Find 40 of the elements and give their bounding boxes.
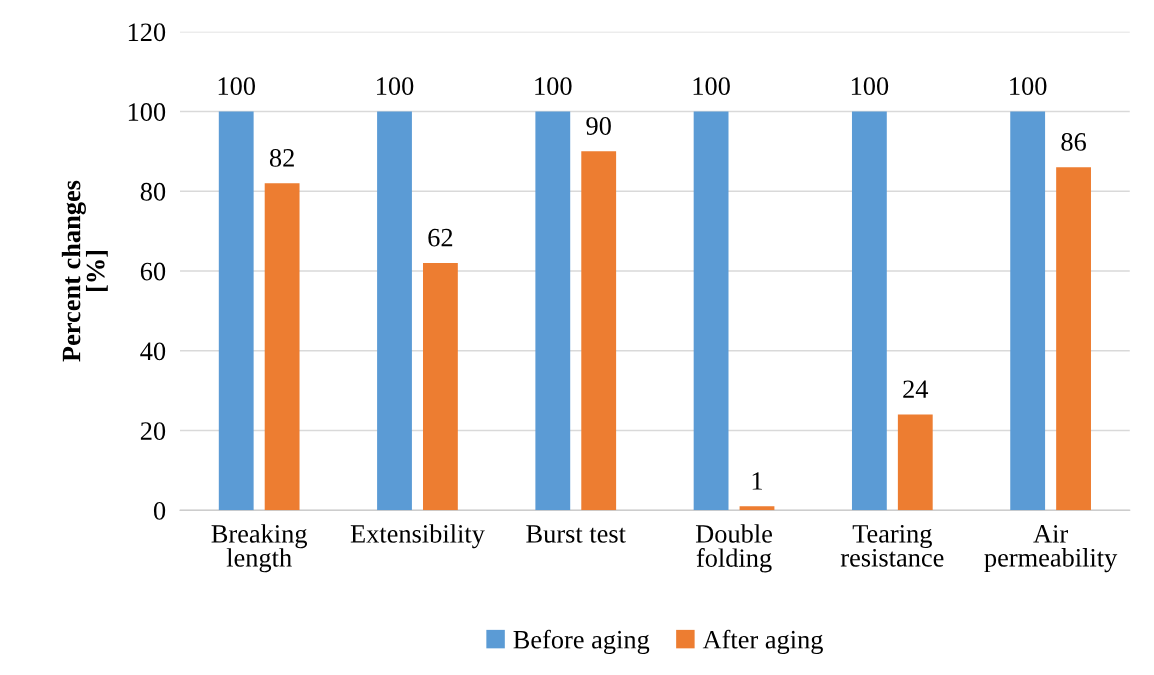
data-label: 90 (586, 117, 611, 135)
x-tick-label: Double folding (695, 524, 772, 573)
y-tick-label: 40 (140, 342, 166, 361)
bar (423, 263, 458, 511)
bar (377, 111, 412, 511)
bar (535, 111, 571, 511)
bar (693, 111, 729, 511)
data-label: 62 (428, 228, 453, 247)
x-tick-label: Burst test (526, 525, 626, 543)
bar (218, 111, 254, 511)
data-label: 100 (693, 77, 730, 96)
data-label: 100 (535, 77, 572, 96)
bar (264, 183, 300, 511)
x-tick-label: Breaking length (211, 524, 308, 573)
data-label: 86 (1061, 133, 1086, 151)
bar (1056, 167, 1091, 511)
y-tick-label: 80 (140, 182, 166, 201)
bar (1010, 111, 1046, 511)
y-tick-label: 120 (128, 23, 166, 42)
x-tick-label: Tearing resistance (840, 524, 944, 567)
legend-label: After aging (702, 629, 823, 655)
data-label: 100 (218, 77, 255, 96)
y-tick-label: 0 (153, 501, 166, 520)
legend-label: Before aging (513, 629, 650, 655)
x-tick-label: Air permeability (984, 525, 1118, 573)
data-label: 100 (851, 77, 889, 96)
data-label: 100 (377, 77, 414, 96)
data-label: 82 (269, 148, 294, 167)
data-label: 100 (1010, 77, 1047, 96)
bar (897, 414, 933, 511)
data-label: 24 (903, 380, 929, 398)
y-tick-label: 20 (140, 422, 166, 440)
data-label: 1 (752, 472, 763, 490)
x-tick-label: Extensibility (350, 524, 485, 549)
y-axis-title: Percent changes [%] (61, 180, 108, 362)
bar (581, 151, 617, 511)
y-tick-label: 60 (140, 262, 166, 281)
bar (739, 506, 775, 511)
y-tick-label: 100 (128, 103, 166, 121)
bar (851, 111, 887, 511)
